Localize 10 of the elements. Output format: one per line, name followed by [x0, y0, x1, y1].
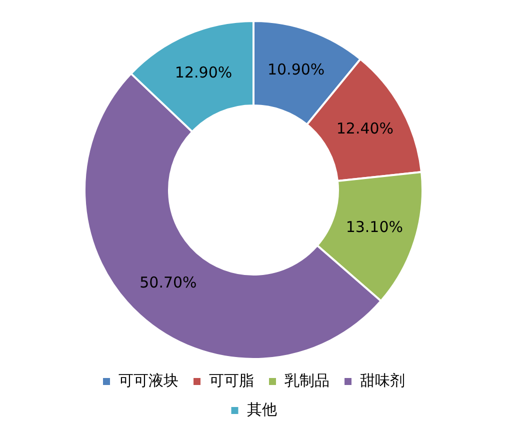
- data-label: 50.70%: [140, 274, 197, 292]
- data-label: 10.90%: [267, 60, 325, 78]
- legend-label: 其他: [246, 400, 277, 418]
- data-label: 13.10%: [346, 218, 404, 236]
- legend-label: 可可脂: [209, 371, 254, 390]
- legend-label: 甜味剂: [360, 371, 405, 390]
- data-label: 12.40%: [336, 120, 394, 138]
- data-label: 12.90%: [174, 63, 232, 82]
- legend-label: 可可液块: [118, 371, 178, 390]
- legend-label: 乳制品: [284, 371, 330, 390]
